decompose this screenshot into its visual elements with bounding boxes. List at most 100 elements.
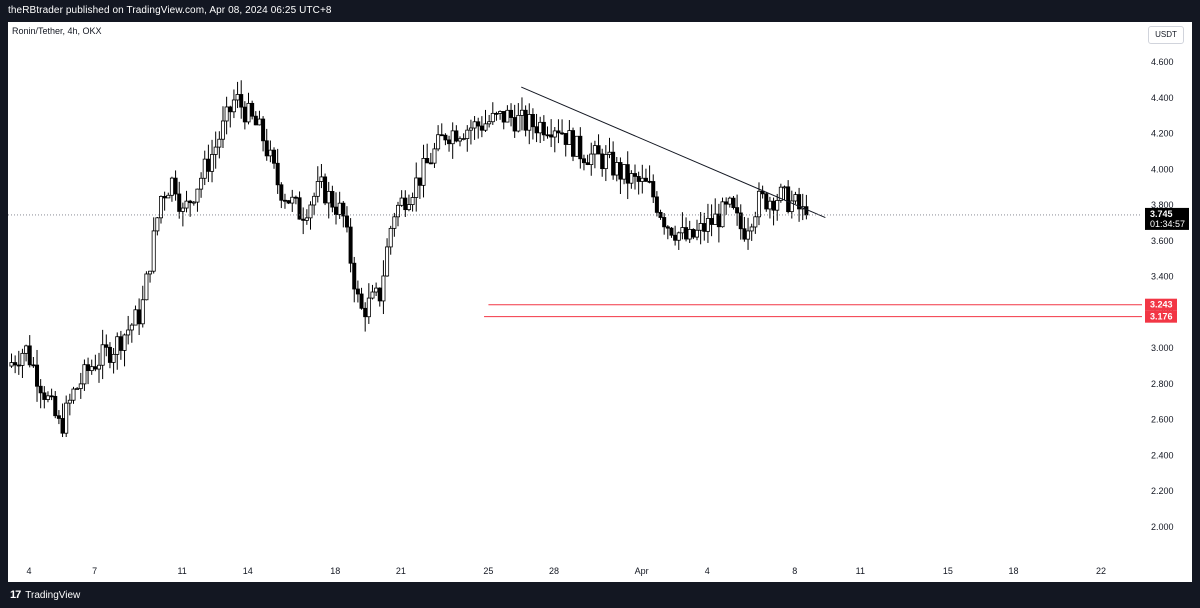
footer-bar bbox=[0, 582, 1200, 608]
candle-body-31 bbox=[122, 334, 127, 351]
candle-body-101 bbox=[377, 287, 382, 302]
candle-body-142 bbox=[527, 114, 532, 131]
candle-body-177 bbox=[654, 196, 659, 213]
candle-body-76 bbox=[286, 200, 291, 204]
candle-body-163 bbox=[603, 154, 608, 170]
candle-body-5 bbox=[27, 345, 32, 366]
candle-body-116 bbox=[432, 148, 437, 164]
candle-body-200 bbox=[738, 212, 743, 230]
candle-body-74 bbox=[279, 184, 284, 201]
tradingview-brand[interactable]: 17 TradingView bbox=[10, 589, 80, 601]
candle-body-210 bbox=[775, 200, 780, 211]
candles-layer bbox=[9, 80, 809, 438]
candle-body-182 bbox=[673, 234, 678, 241]
candle-body-171 bbox=[633, 173, 638, 177]
time-axis: 4 7 11 14 18 21 25 28 Apr 4 8 11 15 18 22 bbox=[26, 566, 1106, 576]
candle-body-46 bbox=[177, 193, 182, 212]
candle-body-18 bbox=[75, 388, 80, 390]
candle-body-124 bbox=[461, 138, 466, 140]
last-price-tag bbox=[1145, 207, 1189, 230]
candle-body-155 bbox=[574, 135, 579, 157]
candle-body-157 bbox=[581, 158, 586, 164]
candle-body-98 bbox=[366, 297, 371, 318]
candle-body-166 bbox=[614, 162, 619, 176]
candle-body-1 bbox=[13, 362, 18, 366]
candle-body-14 bbox=[60, 418, 65, 434]
candle-body-144 bbox=[534, 126, 539, 134]
candle-body-214 bbox=[789, 200, 794, 213]
candle-body-139 bbox=[516, 114, 521, 132]
candle-body-168 bbox=[622, 164, 627, 180]
candle-body-27 bbox=[107, 346, 112, 363]
chart-panel[interactable] bbox=[8, 22, 1192, 582]
candle-body-55 bbox=[210, 154, 215, 172]
candle-body-36 bbox=[140, 299, 145, 325]
candle-body-137 bbox=[509, 109, 514, 118]
candle-body-218 bbox=[804, 206, 809, 216]
candle-body-100 bbox=[374, 287, 379, 293]
candle-body-130 bbox=[483, 123, 488, 131]
candle-body-7 bbox=[35, 364, 40, 387]
time-tick-label: 18 bbox=[1008, 566, 1018, 576]
candle-body-20 bbox=[82, 364, 87, 385]
time-tick-label: 14 bbox=[243, 566, 253, 576]
candle-body-125 bbox=[465, 129, 470, 139]
time-tick-label: 21 bbox=[396, 566, 406, 576]
candle-body-172 bbox=[636, 176, 641, 182]
candle-body-45 bbox=[173, 177, 178, 195]
candle-body-63 bbox=[239, 94, 244, 108]
price-tick-label: 3.000 bbox=[1151, 343, 1174, 353]
candle-body-83 bbox=[312, 195, 317, 206]
price-tick-label: 4.600 bbox=[1151, 57, 1174, 67]
candle-body-42 bbox=[162, 196, 167, 199]
price-tick-label: 3.800 bbox=[1151, 200, 1174, 210]
candle-body-181 bbox=[669, 227, 674, 236]
candle-body-3 bbox=[20, 352, 25, 366]
candle-body-19 bbox=[78, 383, 83, 389]
currency-button[interactable]: USDT bbox=[1148, 26, 1184, 44]
candle-body-75 bbox=[282, 199, 287, 202]
time-tick-label: 11 bbox=[856, 566, 865, 576]
candle-body-199 bbox=[735, 207, 740, 214]
candle-body-149 bbox=[552, 130, 557, 138]
price-tick-label: 3.400 bbox=[1151, 272, 1174, 282]
candle-body-21 bbox=[86, 364, 91, 372]
candle-body-209 bbox=[771, 200, 776, 211]
candle-body-123 bbox=[457, 138, 462, 142]
candle-body-16 bbox=[67, 399, 72, 404]
candle-body-95 bbox=[355, 288, 360, 295]
candle-body-88 bbox=[330, 191, 335, 208]
candle-body-30 bbox=[118, 336, 123, 351]
candle-body-126 bbox=[468, 127, 473, 131]
candle-body-105 bbox=[392, 216, 397, 229]
candle-body-207 bbox=[764, 193, 769, 210]
candle-body-216 bbox=[797, 194, 802, 210]
candle-body-60 bbox=[228, 106, 233, 113]
candle-body-17 bbox=[71, 388, 76, 401]
time-tick-label: 7 bbox=[92, 566, 97, 576]
support-tag-label-2: 3.176 bbox=[1150, 312, 1173, 322]
candle-body-179 bbox=[662, 217, 667, 228]
candle-body-94 bbox=[352, 262, 357, 290]
candle-body-53 bbox=[202, 158, 207, 179]
candle-body-67 bbox=[253, 115, 258, 126]
candle-body-24 bbox=[97, 364, 102, 370]
publish-info: theRBtrader published on TradingView.com… bbox=[8, 5, 332, 16]
candle-body-215 bbox=[793, 194, 798, 202]
candle-body-189 bbox=[698, 223, 703, 231]
candle-body-87 bbox=[326, 191, 331, 204]
candle-body-129 bbox=[479, 125, 484, 131]
symbol-title[interactable]: Ronin/Tether, 4h, OKX bbox=[12, 26, 102, 36]
candle-body-61 bbox=[231, 99, 236, 113]
candle-body-8 bbox=[38, 385, 43, 394]
candle-body-119 bbox=[443, 134, 448, 141]
candle-body-190 bbox=[702, 223, 707, 232]
candle-body-188 bbox=[694, 229, 699, 238]
candle-body-213 bbox=[786, 186, 791, 213]
price-tick-label: 4.000 bbox=[1151, 164, 1174, 174]
support-tag-2 bbox=[1145, 310, 1177, 323]
candle-body-89 bbox=[334, 206, 339, 215]
time-tick-label: 25 bbox=[483, 566, 493, 576]
